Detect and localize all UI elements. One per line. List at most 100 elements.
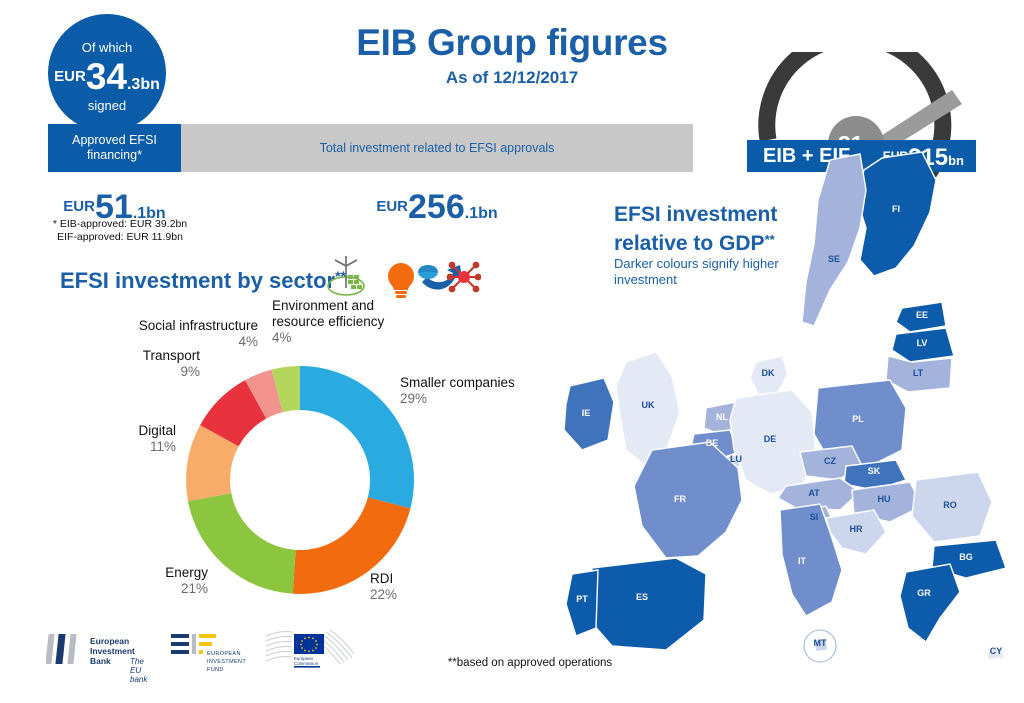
map-title-text: EFSI investment relative to GDP xyxy=(614,203,778,255)
map-country-label-bg: BG xyxy=(959,552,973,562)
approved-breakdown-note: * EIB-approved: EUR 39.2bn EIF-approved:… xyxy=(52,218,188,243)
sector-donut-chart xyxy=(180,360,420,600)
footnote: **based on approved operations xyxy=(447,657,613,669)
map-country-mt[interactable] xyxy=(813,637,829,653)
map-country-label-pt: PT xyxy=(576,594,588,604)
total-currency: EUR xyxy=(376,198,409,215)
map-country-ie[interactable] xyxy=(563,377,615,451)
approved-unit: .1bn xyxy=(132,205,166,222)
pin-bubble xyxy=(48,14,166,132)
eib-line3: Bank xyxy=(90,656,111,666)
eib-logo-text: European Investment Bank xyxy=(90,636,135,666)
map-country-label-pl: PL xyxy=(852,414,864,424)
pin-currency: EUR xyxy=(54,68,86,85)
total-investment-label: Total investment related to EFSI approva… xyxy=(319,140,555,155)
pin-signed-label: signed xyxy=(87,98,127,113)
eif-logo-text: EUROPEAN INVESTMENT FUND xyxy=(207,650,246,674)
ec-line2: Commission xyxy=(294,661,319,667)
map-country-es[interactable] xyxy=(585,557,707,651)
map-title-stars: ** xyxy=(764,232,775,247)
ec-logo-text: European Commission xyxy=(294,656,318,667)
donut-label-digital: Digital 11% xyxy=(68,423,176,455)
map-country-pl[interactable] xyxy=(813,379,907,467)
donut-label-value: 9% xyxy=(180,364,200,379)
map-country-label-uk: UK xyxy=(642,400,655,410)
donut-segment-environment-and-resource-efficiency xyxy=(271,366,300,413)
donut-label-value: 4% xyxy=(238,334,258,349)
map-country-label-hu: HU xyxy=(878,494,891,504)
logo-row: European Investment Bank The EU bank EUR… xyxy=(45,626,356,684)
map-country-pt[interactable] xyxy=(565,569,599,637)
europe-choropleth-map: FI SE EE LV LT DK IE UK NL BE LU DE PL CZ SK AT HU SI HR RO… xyxy=(530,150,1024,690)
map-country-label-ie: IE xyxy=(582,408,591,418)
donut-segment-rdi xyxy=(292,497,411,594)
map-country-ro[interactable] xyxy=(911,471,993,543)
map-country-fr[interactable] xyxy=(633,441,743,559)
approved-efsi-financing-bar: Approved EFSI financing* xyxy=(48,124,181,172)
approved-figure: EUR51.1bn xyxy=(48,188,181,227)
total-investment-bar: Total investment related to EFSI approva… xyxy=(181,124,693,172)
map-country-label-nl: NL xyxy=(716,412,728,422)
pin-of-which-label: Of which xyxy=(81,40,133,55)
map-country-it[interactable] xyxy=(779,503,843,617)
sector-icon-row xyxy=(326,256,482,300)
donut-label-rdi: RDI 22% xyxy=(370,571,480,603)
donut-label-value: 21% xyxy=(180,581,208,596)
map-country-lv[interactable] xyxy=(891,327,955,363)
map-country-label-dk: DK xyxy=(762,368,775,378)
wind-solar-icon xyxy=(327,256,365,296)
donut-segment-energy xyxy=(188,493,296,594)
map-country-label-si: SI xyxy=(810,512,819,522)
network-icon xyxy=(446,261,482,293)
map-country-label-cz: CZ xyxy=(824,456,836,466)
eib-logo: European Investment Bank The EU bank xyxy=(45,630,147,684)
map-country-label-it: IT xyxy=(798,556,807,566)
map-country-label-be: BE xyxy=(706,438,719,448)
ec-line1: European xyxy=(294,656,314,661)
sector-chart-title: EFSI investment by sector** xyxy=(60,268,346,294)
map-country-at[interactable] xyxy=(776,477,862,511)
eib-line2: Investment xyxy=(90,646,135,656)
donut-segment-transport xyxy=(200,380,267,447)
lightbulb-icon xyxy=(388,263,414,298)
donut-label-text: Transport xyxy=(142,348,200,363)
approved-currency: EUR xyxy=(63,198,95,215)
map-country-label-es: ES xyxy=(636,592,648,602)
map-country-label-fr: FR xyxy=(674,494,686,504)
eib-line1: European xyxy=(90,636,130,646)
donut-label-text: Energy xyxy=(165,565,208,580)
approved-value: 51 xyxy=(94,188,133,226)
total-unit: .1bn xyxy=(464,205,498,222)
donut-label-text: Environment and resource efficiency xyxy=(272,298,385,329)
pin-value: 34 xyxy=(85,56,127,97)
total-figure: EUR256.1bn xyxy=(181,188,693,227)
sector-chart-title-text: EFSI investment by sector xyxy=(60,268,336,293)
donut-label-value: 29% xyxy=(400,391,428,406)
gauge-unit: bn xyxy=(948,153,964,168)
eif-line2: INVESTMENT xyxy=(207,659,247,665)
map-country-label-at: AT xyxy=(808,488,820,498)
page-subtitle: As of 12/12/2017 xyxy=(445,68,579,87)
map-country-label-mt: MT xyxy=(814,638,827,648)
map-country-fi[interactable] xyxy=(855,151,937,277)
eif-line1: EUROPEAN xyxy=(207,651,241,657)
pin-unit: .3bn xyxy=(126,76,160,93)
map-country-ee[interactable] xyxy=(895,301,947,333)
eif-line3: FUND xyxy=(207,667,224,673)
map-country-label-cy: CY xyxy=(990,646,1003,656)
map-country-se[interactable] xyxy=(801,153,867,327)
donut-segment-smaller-companies xyxy=(300,366,414,509)
map-country-cy[interactable] xyxy=(987,647,1005,661)
map-country-label-ee: EE xyxy=(916,310,928,320)
pin-amount: EUR34.3bn xyxy=(48,56,166,98)
donut-label-social-infrastructure: Social infrastructure 4% xyxy=(110,318,258,350)
donut-label-value: 4% xyxy=(272,330,292,345)
total-value: 256 xyxy=(408,188,465,226)
approved-efsi-financing-label: Approved EFSI financing* xyxy=(72,133,157,162)
donut-label-energy: Energy 21% xyxy=(90,565,208,597)
map-country-gr[interactable] xyxy=(899,563,961,644)
european-commission-logo: European Commission xyxy=(264,626,355,677)
donut-label-text: Social infrastructure xyxy=(138,318,258,333)
map-title: EFSI investment relative to GDP** xyxy=(614,202,864,256)
map-country-label-gr: GR xyxy=(917,588,931,598)
